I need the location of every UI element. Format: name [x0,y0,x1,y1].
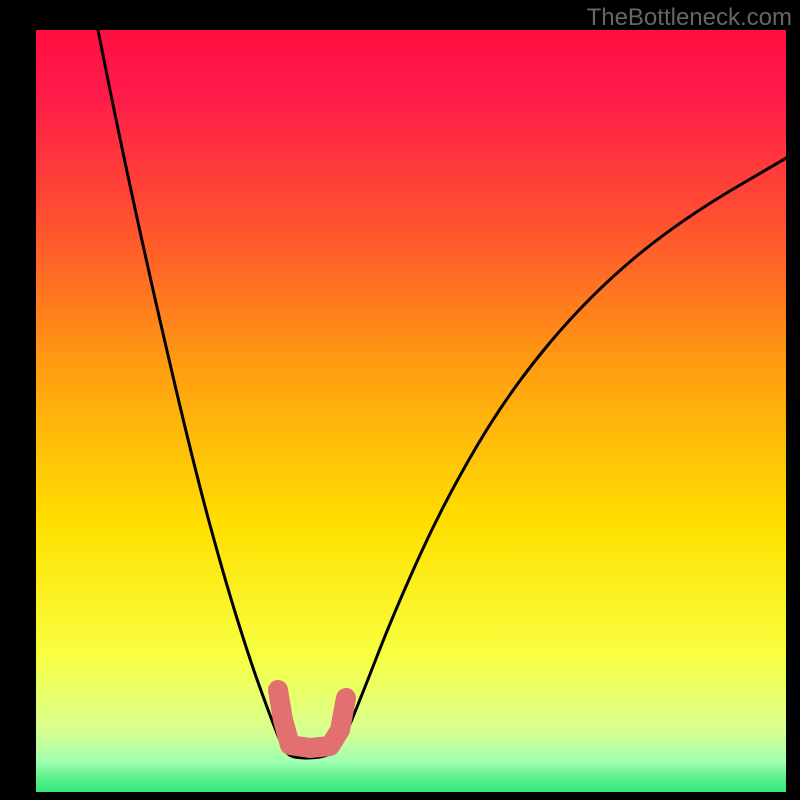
bottleneck-curve [92,0,800,758]
optimal-zone-marker [278,690,346,748]
frame-bottom [0,792,800,800]
chart-svg-overlay [0,0,800,800]
watermark-text: TheBottleneck.com [587,4,792,32]
frame-left [0,0,36,800]
frame-right [786,0,800,800]
